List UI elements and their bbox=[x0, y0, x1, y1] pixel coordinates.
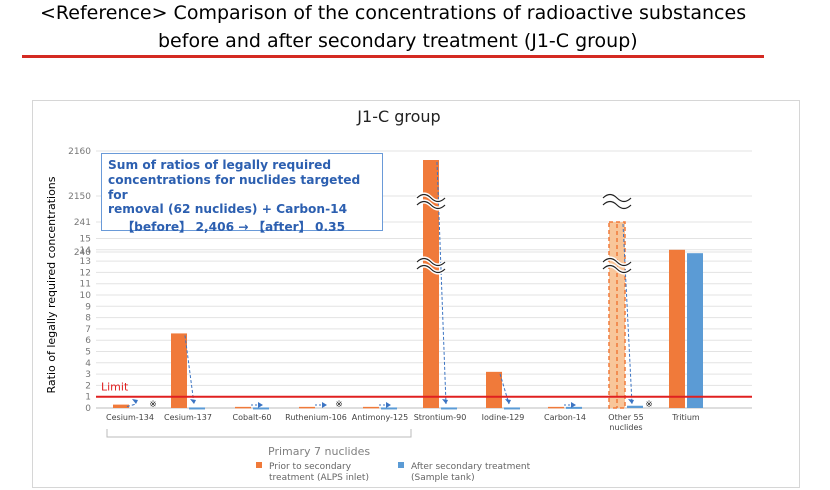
category-label: Cobalt-60 bbox=[233, 413, 272, 422]
bar-before bbox=[299, 406, 315, 409]
reduction-arrow bbox=[622, 223, 633, 405]
summary-line-3: removal (62 nuclides) + Carbon-14 bbox=[108, 202, 348, 217]
y-tick-label: 6 bbox=[85, 336, 91, 346]
summary-box: Sum of ratios of legally required concen… bbox=[101, 153, 383, 234]
arrow-head bbox=[132, 399, 138, 404]
y-tick-label: 2160 bbox=[68, 147, 91, 157]
y-tick-label: 13 bbox=[80, 257, 91, 267]
legend-label: treatment (ALPS inlet) bbox=[269, 473, 369, 483]
y-tick-label: 7 bbox=[85, 325, 91, 335]
page-header: <Reference> Comparison of the concentrat… bbox=[0, 0, 830, 70]
legend-label: After secondary treatment bbox=[411, 462, 531, 472]
chart-title: J1-C group bbox=[356, 107, 440, 126]
y-axis-label: Ratio of legally required concentrations bbox=[45, 176, 58, 393]
arrow-head bbox=[190, 399, 196, 404]
category-label: Cesium-137 bbox=[164, 413, 212, 422]
bar-before bbox=[486, 371, 502, 408]
y-tick-label: 240 bbox=[74, 248, 91, 258]
bar-after bbox=[253, 407, 269, 410]
bar-after bbox=[189, 407, 205, 410]
not-detected-mark: ※ bbox=[645, 400, 653, 410]
summary-line-4: 【before】 2,406 → 【after】 0.35 bbox=[122, 220, 346, 235]
category-label: Cesium-134 bbox=[106, 413, 154, 422]
summary-line-2: concentrations for nuclides targeted for bbox=[108, 172, 361, 202]
bar-after bbox=[566, 406, 582, 409]
category-label: nuclides bbox=[609, 423, 642, 432]
y-tick-label: 5 bbox=[85, 348, 91, 358]
header-divider bbox=[22, 55, 764, 58]
y-tick-label: 0 bbox=[85, 404, 91, 414]
group-bracket bbox=[106, 429, 412, 438]
y-tick-label: 241 bbox=[74, 218, 91, 228]
legend-label: Prior to secondary bbox=[269, 462, 352, 472]
y-tick-label: 3 bbox=[85, 370, 91, 380]
bar-before bbox=[171, 333, 187, 408]
bar-before bbox=[548, 406, 564, 409]
bar-before bbox=[669, 249, 685, 408]
group-label: Primary 7 nuclides bbox=[268, 445, 371, 458]
header-line-1: <Reference> Comparison of the concentrat… bbox=[40, 2, 747, 24]
summary-line-1: Sum of ratios of legally required bbox=[108, 158, 332, 172]
not-detected-mark: ※ bbox=[335, 400, 343, 410]
legend-label: (Sample tank) bbox=[411, 473, 475, 483]
arrow-head bbox=[571, 402, 576, 408]
bar-after bbox=[627, 405, 643, 408]
reduction-arrow bbox=[499, 373, 510, 405]
arrow-head bbox=[628, 399, 634, 404]
bar-after bbox=[687, 253, 703, 408]
y-tick-label: 14 bbox=[80, 246, 92, 256]
axis-break-mark bbox=[416, 193, 446, 210]
bar-after bbox=[381, 407, 397, 410]
axis-break-mark bbox=[416, 257, 446, 274]
arrow-head bbox=[505, 399, 511, 404]
arrow-head bbox=[322, 402, 327, 408]
header-line-2: before and after secondary treatment (J1… bbox=[158, 30, 638, 52]
y-tick-label: 8 bbox=[85, 314, 91, 324]
legend-swatch bbox=[256, 462, 262, 468]
reduction-arrow bbox=[184, 335, 195, 405]
arrow-head bbox=[258, 402, 263, 408]
y-tick-label: 11 bbox=[80, 280, 91, 290]
axis-break-mark bbox=[602, 257, 632, 274]
limit-label: Limit bbox=[101, 381, 129, 394]
reduction-arrow bbox=[126, 403, 137, 408]
not-detected-mark: ※ bbox=[149, 400, 157, 410]
category-label: Carbon-14 bbox=[544, 413, 586, 422]
category-label: Strontium-90 bbox=[414, 413, 467, 422]
bar-before bbox=[363, 406, 379, 409]
y-tick-label: 2150 bbox=[68, 192, 91, 202]
bar-before bbox=[113, 404, 129, 408]
bar-before bbox=[423, 160, 439, 408]
bar-before bbox=[235, 406, 251, 409]
category-label: Antimony-125 bbox=[352, 413, 408, 422]
axis-break-mark bbox=[602, 193, 632, 210]
legend-swatch bbox=[398, 462, 404, 468]
category-label: Other 55 bbox=[608, 413, 643, 422]
y-tick-label: 10 bbox=[80, 291, 92, 301]
y-tick-label: 4 bbox=[85, 359, 91, 369]
bar-after bbox=[504, 407, 520, 410]
y-tick-label: 2 bbox=[85, 381, 91, 391]
arrow-head bbox=[386, 402, 391, 408]
bar-after bbox=[441, 407, 457, 410]
category-label: Ruthenium-106 bbox=[285, 413, 347, 422]
category-label: Tritium bbox=[671, 413, 700, 422]
y-tick-label: 9 bbox=[85, 302, 91, 312]
y-tick-label: 15 bbox=[80, 235, 91, 245]
category-label: Iodine-129 bbox=[482, 413, 525, 422]
arrow-head bbox=[442, 399, 448, 404]
y-tick-label: 1 bbox=[85, 393, 91, 403]
y-tick-label: 12 bbox=[80, 268, 91, 278]
